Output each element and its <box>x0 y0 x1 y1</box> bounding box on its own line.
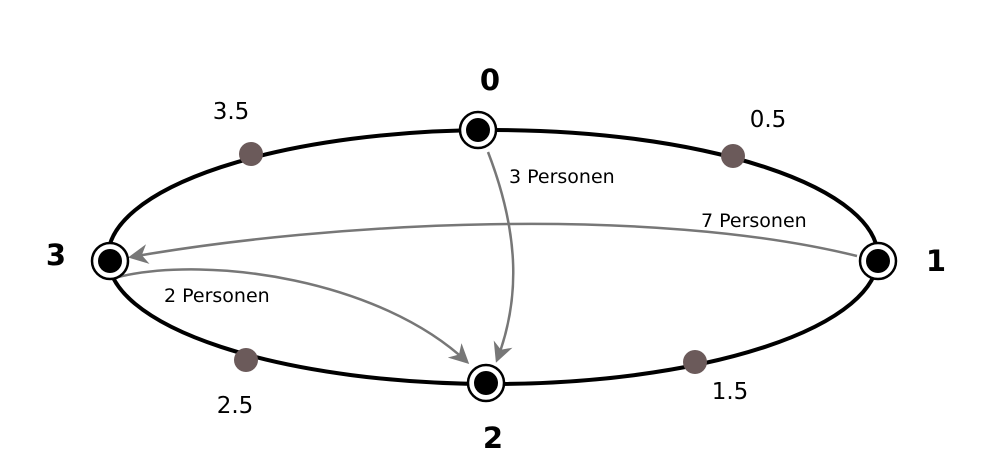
node-3-inner <box>98 249 122 273</box>
node-label-0: 0 <box>480 63 500 97</box>
node-label-2: 2 <box>483 421 503 455</box>
flow-label-1-to-3: 7 Personen <box>701 210 807 232</box>
node-2 <box>466 363 506 403</box>
midpoint-label-3.5: 3.5 <box>213 99 250 125</box>
flow-label-0-to-2: 3 Personen <box>509 166 615 188</box>
flow-arrow-1-to-3 <box>128 222 858 264</box>
midpoint-dot-0.5 <box>721 144 745 168</box>
flow-arrow-3-to-2 <box>117 268 470 365</box>
midpoint-label-0.5: 0.5 <box>750 107 787 133</box>
node-0-inner <box>466 118 490 142</box>
node-label-1: 1 <box>926 244 946 278</box>
node-1-inner <box>866 249 890 273</box>
midpoint-label-2.5: 2.5 <box>217 393 254 419</box>
flow-label-3-to-2: 2 Personen <box>164 285 270 307</box>
node-1 <box>858 241 898 281</box>
midpoint-label-1.5: 1.5 <box>712 379 749 405</box>
flow-arrow-0-to-2 <box>486 151 515 363</box>
node-2-inner <box>474 371 498 395</box>
node-label-3: 3 <box>46 238 66 272</box>
midpoint-dot-1.5 <box>683 350 707 374</box>
node-3 <box>90 241 130 281</box>
midpoint-dot-3.5 <box>239 142 263 166</box>
midpoint-dot-2.5 <box>234 348 258 372</box>
node-0 <box>458 110 498 150</box>
